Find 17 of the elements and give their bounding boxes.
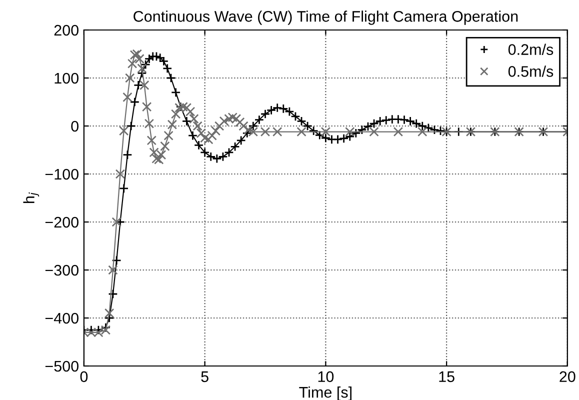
x-tick-label: 5 (201, 371, 208, 382)
y-tick-label: −200 (45, 216, 78, 228)
x-tick-label: 10 (318, 371, 334, 382)
x-tick-label: 15 (439, 371, 454, 382)
x-tick-label: 0 (80, 371, 88, 382)
y-tick-label: 0 (71, 120, 78, 132)
y-tick-label: −500 (45, 360, 78, 372)
chart-title: Continuous Wave (CW) Time of Flight Camera Operation (134, 10, 518, 25)
y-axis-title: h$_{j}$ (23, 192, 40, 203)
y-tick-label: −100 (45, 168, 78, 180)
y-tick-label: −400 (45, 312, 78, 324)
legend-label: 0.2m/s (508, 44, 554, 55)
y-tick-label: 200 (54, 24, 78, 36)
y-tick-label: 100 (54, 72, 78, 84)
y-tick-label: −300 (45, 264, 78, 276)
x-tick-label: 20 (560, 371, 576, 382)
legend-label: 0.5m/s (508, 66, 554, 77)
